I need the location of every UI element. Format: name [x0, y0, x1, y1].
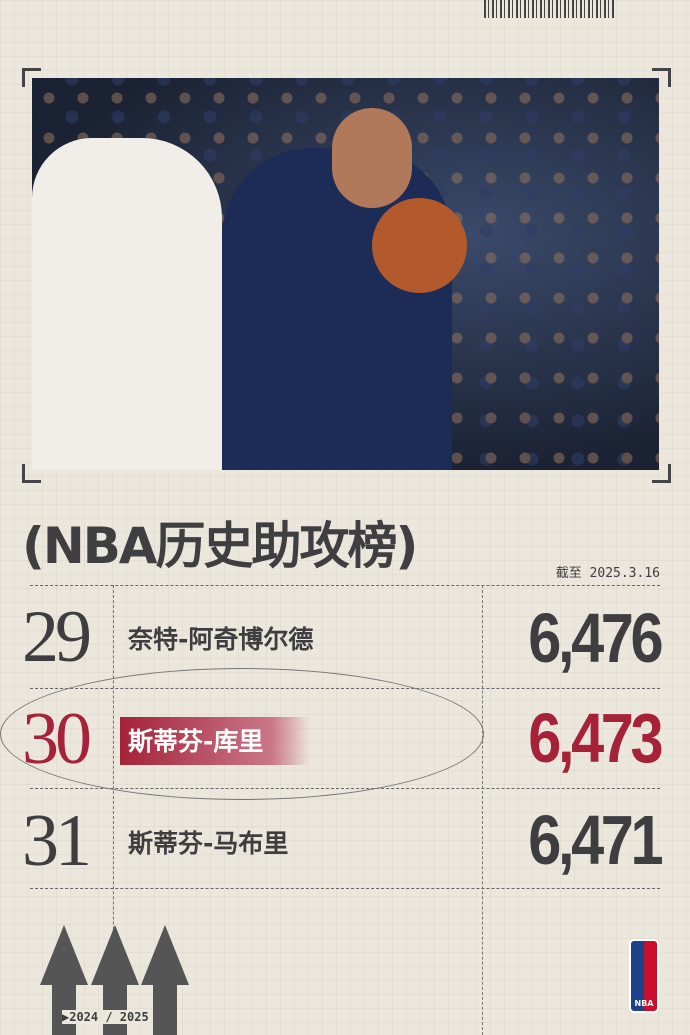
game-photo — [32, 78, 659, 470]
player-head — [332, 108, 412, 208]
corner-mark — [652, 464, 671, 483]
ball-handler-player — [222, 148, 452, 470]
assist-total: 6,471 — [528, 801, 663, 879]
player-name: 奈特-阿奇博尔德 — [128, 625, 314, 654]
rank: 31 — [22, 800, 92, 882]
player-name: 斯蒂芬-马布里 — [128, 829, 289, 858]
page-title: (NBA历史助攻榜) — [22, 517, 418, 575]
rank: 29 — [22, 596, 92, 678]
arrow-up-icon — [91, 925, 139, 1035]
assist-total: 6,473 — [528, 699, 663, 777]
corner-mark — [652, 68, 671, 87]
basketball — [372, 198, 467, 293]
column-divider — [113, 585, 114, 1035]
divider — [30, 585, 660, 586]
corner-mark — [22, 464, 41, 483]
season-label: ▶2024 / 2025 — [62, 1010, 149, 1024]
column-divider — [482, 585, 483, 1035]
nba-logo: NBA — [629, 939, 659, 1013]
corner-mark — [22, 68, 41, 87]
player-name: 斯蒂芬-库里 — [128, 727, 264, 756]
assist-total: 6,476 — [528, 599, 663, 677]
as-of-date: 截至 2025.3.16 — [555, 566, 660, 581]
highlight-ellipse — [0, 668, 484, 800]
rank: 30 — [22, 698, 92, 780]
arrow-up-icon — [40, 925, 88, 1035]
highlight-bar — [120, 717, 310, 765]
divider — [30, 888, 660, 889]
arrow-up-icon — [141, 925, 189, 1035]
logo-text: NBA — [634, 999, 654, 1008]
defender-player — [32, 138, 222, 470]
barcode-decoration — [484, 0, 614, 18]
